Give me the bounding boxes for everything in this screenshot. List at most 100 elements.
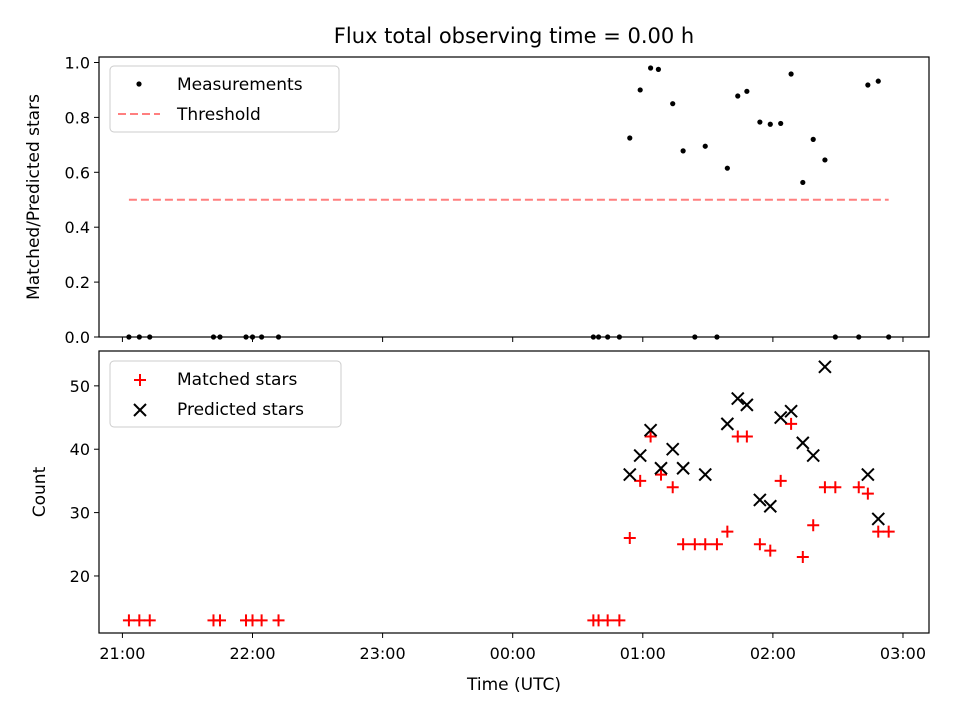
ratio-legend-box: [109, 65, 340, 133]
measurements-point: [788, 71, 794, 77]
ratio-x-ticks: [121, 337, 904, 342]
legend-measurements-label: Measurements: [177, 75, 303, 95]
predicted-stars-point: [796, 436, 810, 450]
ratio-y-tick-label: 0.8: [65, 108, 90, 127]
matched-stars-point: [807, 519, 820, 532]
matched-stars-point: [796, 550, 809, 563]
matched-stars-point: [774, 474, 787, 487]
matched-stars-point: [601, 614, 614, 627]
measurements-point: [724, 165, 730, 171]
measurements-point: [865, 82, 871, 88]
ratio-panel: 0.0 0.2 0.4 0.6 0.8 1.0 Matched/Predicted sta…: [24, 53, 930, 347]
count-y-tick-label: 20: [70, 567, 90, 586]
count-y-ticks: 20 30 40 50: [70, 377, 99, 586]
measurements-point: [637, 87, 643, 93]
ratio-axes-frame: [98, 56, 930, 338]
measurements-point: [680, 148, 686, 154]
measurements-point: [875, 78, 881, 84]
predicted-stars-point: [753, 493, 767, 507]
ratio-legend: Measurements Threshold: [109, 65, 340, 133]
legend-matched-label: Matched stars: [177, 370, 297, 390]
measurements-point: [822, 157, 828, 163]
predicted-stars-point: [720, 417, 735, 431]
matched-stars-point: [143, 614, 156, 627]
matched-stars-point: [272, 614, 285, 627]
matched-stars-point: [634, 474, 647, 487]
matched-stars-point: [710, 538, 723, 551]
x-tick-label: 23:00: [360, 644, 406, 663]
count-y-tick-label: 40: [70, 440, 90, 459]
measurements-point: [767, 121, 773, 127]
ratio-y-tick-label: 0.4: [65, 218, 90, 237]
matched-stars-point: [655, 468, 668, 481]
matched-stars-point: [852, 481, 865, 494]
predicted-stars-point: [806, 448, 820, 463]
count-legend-box: [109, 360, 342, 428]
x-tick-label: 01:00: [620, 644, 666, 663]
measurements-point: [800, 179, 806, 186]
matched-stars-point: [861, 487, 874, 500]
x-axis-label: Time (UTC): [466, 675, 561, 695]
x-tick-label: 03:00: [880, 644, 926, 663]
legend-threshold-label: Threshold: [176, 105, 261, 125]
matched-stars-point: [721, 525, 734, 538]
legend-predicted-marker: [133, 403, 147, 417]
measurements-point: [810, 136, 816, 142]
predicted-stars-point: [654, 461, 668, 475]
predicted-stars-point: [643, 423, 658, 437]
matched-stars-point: [255, 614, 268, 627]
count-axes-frame: [98, 350, 930, 634]
x-tick-label: 00:00: [490, 644, 536, 663]
matched-stars-point: [785, 417, 798, 430]
measurements-point: [670, 101, 676, 107]
predicted-stars-point: [773, 410, 788, 425]
measurements-point: [702, 143, 708, 149]
chart-title: Flux total observing time = 0.00 h: [334, 24, 694, 48]
measurements-point: [757, 119, 763, 125]
predicted-stars-point: [731, 391, 745, 406]
predicted-stars-point: [740, 398, 754, 412]
legend-predicted-label: Predicted stars: [177, 400, 304, 420]
matched-stars-point: [818, 481, 831, 494]
predicted-stars-point: [623, 467, 637, 482]
matched-stars-point: [688, 538, 701, 551]
matched-stars-point: [872, 525, 885, 538]
ratio-marks: [126, 65, 892, 340]
matched-stars-point: [644, 430, 657, 443]
matched-stars-point: [829, 481, 842, 494]
predicted-stars-point: [871, 512, 885, 526]
legend-measurements-marker: [136, 81, 142, 87]
x-tick-label: 21:00: [99, 644, 145, 663]
matched-stars-point: [882, 525, 895, 538]
matched-stars-point: [753, 538, 766, 551]
measurements-point: [647, 65, 654, 71]
matched-stars-point: [666, 481, 679, 494]
legend-matched-marker: [134, 374, 146, 386]
ratio-y-axis-label: Matched/Predicted stars: [24, 94, 44, 300]
matched-stars-point: [699, 538, 712, 551]
predicted-stars-point: [633, 448, 647, 463]
count-y-axis-label: Count: [30, 466, 50, 517]
matched-stars-point: [122, 614, 135, 627]
ratio-y-tick-label: 0.6: [65, 163, 90, 182]
measurements-point: [655, 66, 662, 72]
predicted-stars-point: [784, 404, 798, 418]
measurements-point: [778, 120, 784, 127]
predicted-stars-point: [861, 467, 875, 482]
count-x-ticks: 21:00 22:00 23:00 00:00 01:00 02:00 03:00: [99, 633, 926, 663]
measurements-point: [735, 93, 741, 99]
predicted-stars-point: [666, 442, 680, 456]
count-y-tick-label: 50: [70, 377, 90, 396]
predicted-stars-point: [763, 499, 777, 513]
matched-stars-point: [613, 614, 626, 627]
matched-stars-point: [677, 538, 690, 551]
matched-stars-point: [133, 614, 146, 627]
count-marks: [122, 360, 895, 627]
ratio-y-ticks: 0.0 0.2 0.4 0.6 0.8 1.0: [65, 53, 99, 347]
matched-stars-point: [740, 430, 753, 443]
x-tick-label: 02:00: [750, 644, 796, 663]
predicted-stars-point: [818, 360, 832, 374]
matched-stars-point: [213, 614, 226, 627]
matched-stars-point: [764, 544, 777, 557]
